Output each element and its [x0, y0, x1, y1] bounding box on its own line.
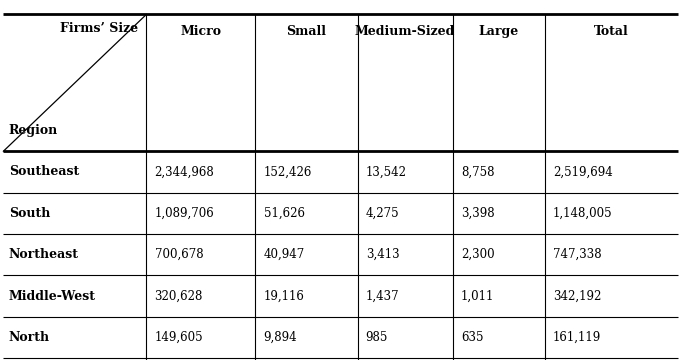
- Text: 2,519,694: 2,519,694: [553, 165, 613, 179]
- Text: 342,192: 342,192: [553, 289, 601, 303]
- Text: Small: Small: [287, 25, 326, 38]
- Text: 161,119: 161,119: [553, 331, 601, 344]
- Text: 700,678: 700,678: [155, 248, 203, 261]
- Text: Middle-West: Middle-West: [9, 289, 96, 303]
- Text: 3,413: 3,413: [366, 248, 399, 261]
- Text: 2,300: 2,300: [461, 248, 494, 261]
- Text: Northeast: Northeast: [9, 248, 79, 261]
- Text: Southeast: Southeast: [9, 165, 79, 179]
- Text: 1,437: 1,437: [366, 289, 399, 303]
- Text: 19,116: 19,116: [264, 289, 304, 303]
- Text: 635: 635: [461, 331, 484, 344]
- Text: 152,426: 152,426: [264, 165, 312, 179]
- Text: 1,148,005: 1,148,005: [553, 207, 613, 220]
- Text: 747,338: 747,338: [553, 248, 601, 261]
- Text: 4,275: 4,275: [366, 207, 399, 220]
- Text: Region: Region: [9, 124, 58, 137]
- Text: 320,628: 320,628: [155, 289, 203, 303]
- Text: Total: Total: [594, 25, 629, 38]
- Text: Micro: Micro: [180, 25, 221, 38]
- Text: 13,542: 13,542: [366, 165, 407, 179]
- Text: 8,758: 8,758: [461, 165, 494, 179]
- Text: 51,626: 51,626: [264, 207, 304, 220]
- Text: 1,011: 1,011: [461, 289, 494, 303]
- Text: 9,894: 9,894: [264, 331, 297, 344]
- Text: South: South: [9, 207, 50, 220]
- Text: 40,947: 40,947: [264, 248, 305, 261]
- Text: Medium-Sized: Medium-Sized: [355, 25, 456, 38]
- Text: 3,398: 3,398: [461, 207, 494, 220]
- Text: Firms’ Size: Firms’ Size: [60, 22, 138, 35]
- Text: 2,344,968: 2,344,968: [155, 165, 215, 179]
- Text: 149,605: 149,605: [155, 331, 203, 344]
- Text: 1,089,706: 1,089,706: [155, 207, 215, 220]
- Text: 985: 985: [366, 331, 388, 344]
- Text: Large: Large: [479, 25, 519, 38]
- Text: North: North: [9, 331, 50, 344]
